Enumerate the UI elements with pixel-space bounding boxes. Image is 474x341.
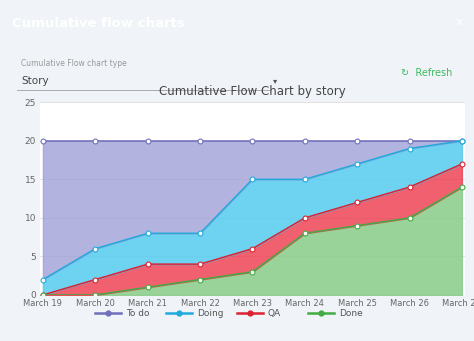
Text: Cumulative Flow chart type: Cumulative Flow chart type <box>21 59 127 68</box>
Text: QA: QA <box>268 309 281 318</box>
Title: Cumulative Flow Chart by story: Cumulative Flow Chart by story <box>159 85 346 98</box>
Text: To do: To do <box>126 309 149 318</box>
Text: Doing: Doing <box>197 309 223 318</box>
Text: Story: Story <box>21 76 49 86</box>
Text: Done: Done <box>339 309 363 318</box>
Text: ↻  Refresh: ↻ Refresh <box>401 68 452 77</box>
Text: Cumulative flow charts: Cumulative flow charts <box>12 17 184 30</box>
Text: ▾: ▾ <box>273 76 277 85</box>
Text: ✕: ✕ <box>454 18 464 28</box>
